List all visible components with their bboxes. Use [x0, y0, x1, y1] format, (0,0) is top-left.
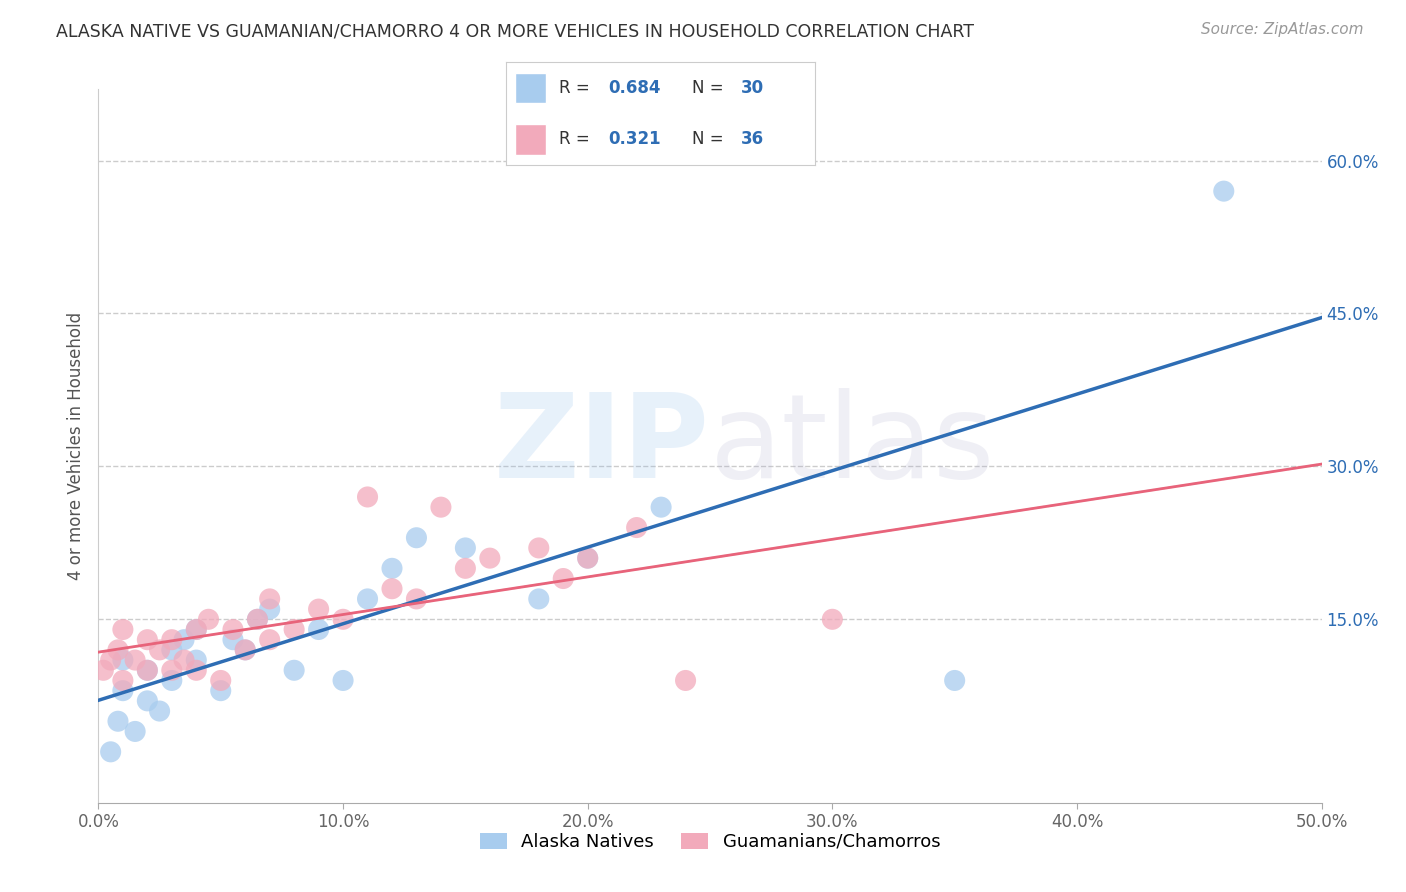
- Point: [259, 602, 281, 616]
- Point: [626, 520, 648, 534]
- Point: [209, 673, 232, 688]
- Point: [527, 541, 550, 555]
- Point: [149, 704, 172, 718]
- Point: [124, 653, 146, 667]
- Point: [160, 673, 183, 688]
- Point: [222, 632, 245, 647]
- Point: [91, 663, 114, 677]
- Text: 30: 30: [741, 79, 765, 97]
- Point: [405, 591, 427, 606]
- Point: [943, 673, 966, 688]
- Text: ZIP: ZIP: [494, 389, 710, 503]
- Point: [356, 490, 378, 504]
- Point: [454, 541, 477, 555]
- Point: [186, 623, 208, 637]
- Text: R =: R =: [558, 130, 595, 148]
- Point: [259, 591, 281, 606]
- Text: ALASKA NATIVE VS GUAMANIAN/CHAMORRO 4 OR MORE VEHICLES IN HOUSEHOLD CORRELATION : ALASKA NATIVE VS GUAMANIAN/CHAMORRO 4 OR…: [56, 22, 974, 40]
- Point: [100, 653, 122, 667]
- Point: [186, 653, 208, 667]
- Point: [246, 612, 269, 626]
- Point: [576, 551, 599, 566]
- Point: [173, 653, 195, 667]
- Point: [527, 591, 550, 606]
- Point: [233, 643, 256, 657]
- FancyBboxPatch shape: [516, 73, 547, 103]
- Point: [111, 623, 134, 637]
- Point: [332, 673, 354, 688]
- Text: Source: ZipAtlas.com: Source: ZipAtlas.com: [1201, 22, 1364, 37]
- Point: [160, 643, 183, 657]
- Point: [821, 612, 844, 626]
- Point: [107, 714, 129, 729]
- Y-axis label: 4 or more Vehicles in Household: 4 or more Vehicles in Household: [66, 312, 84, 580]
- Text: N =: N =: [692, 79, 728, 97]
- Point: [478, 551, 501, 566]
- Point: [222, 623, 245, 637]
- Point: [283, 663, 305, 677]
- Point: [173, 632, 195, 647]
- Text: 0.684: 0.684: [609, 79, 661, 97]
- Text: 36: 36: [741, 130, 765, 148]
- Text: atlas: atlas: [710, 389, 995, 503]
- Point: [283, 623, 305, 637]
- Point: [136, 663, 159, 677]
- Point: [381, 582, 404, 596]
- Point: [1212, 184, 1234, 198]
- Point: [197, 612, 219, 626]
- Point: [100, 745, 122, 759]
- Point: [576, 551, 599, 566]
- Point: [111, 683, 134, 698]
- Legend: Alaska Natives, Guamanians/Chamorros: Alaska Natives, Guamanians/Chamorros: [472, 825, 948, 858]
- Point: [136, 694, 159, 708]
- Point: [149, 643, 172, 657]
- Point: [308, 602, 330, 616]
- Point: [160, 663, 183, 677]
- Point: [430, 500, 453, 515]
- Point: [675, 673, 697, 688]
- Point: [186, 623, 208, 637]
- Point: [381, 561, 404, 575]
- Point: [107, 643, 129, 657]
- Point: [186, 663, 208, 677]
- Text: R =: R =: [558, 79, 595, 97]
- Point: [332, 612, 354, 626]
- Point: [124, 724, 146, 739]
- Point: [356, 591, 378, 606]
- Point: [209, 683, 232, 698]
- Point: [308, 623, 330, 637]
- FancyBboxPatch shape: [516, 124, 547, 155]
- Point: [136, 663, 159, 677]
- Point: [246, 612, 269, 626]
- Text: N =: N =: [692, 130, 728, 148]
- Point: [650, 500, 672, 515]
- Point: [136, 632, 159, 647]
- Point: [111, 673, 134, 688]
- Point: [233, 643, 256, 657]
- Point: [405, 531, 427, 545]
- Point: [553, 572, 575, 586]
- Point: [160, 632, 183, 647]
- Point: [259, 632, 281, 647]
- Point: [111, 653, 134, 667]
- Text: 0.321: 0.321: [609, 130, 661, 148]
- Point: [454, 561, 477, 575]
